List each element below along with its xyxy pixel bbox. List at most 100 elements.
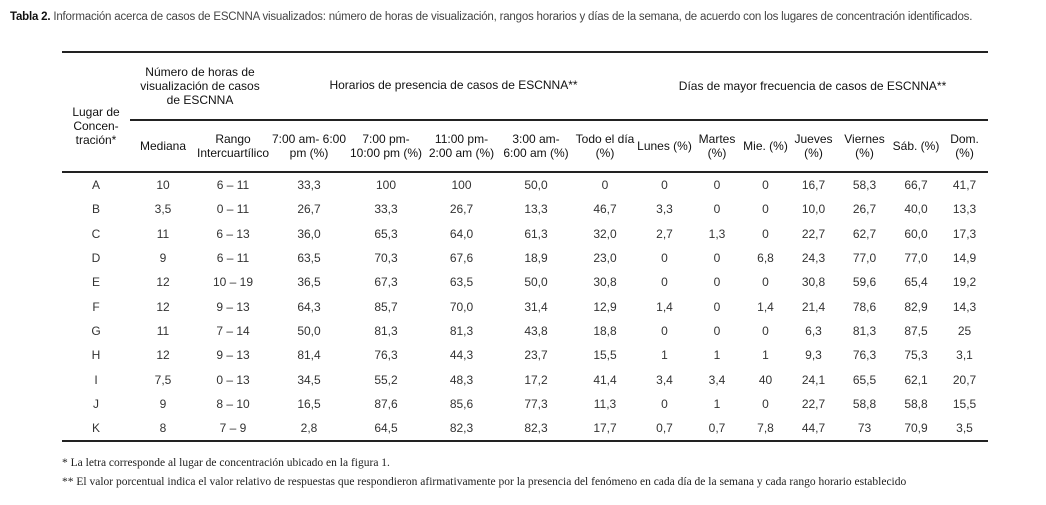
table-cell: 7 – 9 bbox=[196, 415, 270, 443]
table-cell: 10 bbox=[156, 178, 170, 193]
table-cell: 0 bbox=[661, 396, 668, 411]
table-cell: 0 bbox=[713, 323, 721, 338]
table-cell: 76,3 bbox=[374, 348, 398, 363]
table-cell: 67,3 bbox=[374, 275, 398, 290]
table-cell: 40 bbox=[758, 372, 773, 387]
table-cell: 64,5 bbox=[348, 415, 424, 443]
table-cell: 33,3 bbox=[374, 202, 398, 217]
table-cell: 64,3 bbox=[297, 299, 321, 314]
table-cell: 67,6 bbox=[449, 251, 474, 266]
table-cell: 9 – 13 bbox=[216, 348, 250, 363]
table-cell: 0,7 bbox=[637, 415, 692, 443]
table-cell: 3,4 bbox=[708, 372, 726, 387]
row-label: A bbox=[91, 178, 100, 193]
table-cell: 0 bbox=[762, 202, 769, 217]
table-cell: 1 bbox=[762, 348, 769, 363]
table-cell: 32,0 bbox=[593, 226, 617, 241]
table-cell: 0 – 11 bbox=[216, 202, 250, 217]
table-cell: 75,3 bbox=[904, 348, 928, 363]
table-cell: 7 – 14 bbox=[216, 323, 250, 338]
table-cell: 59,6 bbox=[852, 275, 877, 290]
table-cell: 0 bbox=[601, 178, 609, 193]
table-cell: 36,0 bbox=[297, 226, 321, 241]
column-header: Martes (%) bbox=[692, 120, 742, 173]
footnote-2: ** El valor porcentual indica el valor r… bbox=[62, 476, 907, 488]
table-cell: 44,3 bbox=[449, 348, 474, 363]
caption-label: Tabla 2. bbox=[10, 11, 51, 23]
table-cell: 85,7 bbox=[374, 299, 398, 314]
table-cell: 1,4 bbox=[656, 299, 673, 314]
table-cell: 0 bbox=[661, 251, 668, 266]
table-cell: 58,8 bbox=[904, 396, 928, 411]
table-cell: 11 bbox=[156, 226, 170, 241]
table-cell: 48,3 bbox=[449, 372, 474, 387]
table-cell: 0 bbox=[661, 275, 668, 290]
table-cell: 20,7 bbox=[952, 372, 977, 387]
column-header: Todo el día (%) bbox=[573, 120, 637, 173]
footnote-1: * La letra corresponde al lugar de conce… bbox=[62, 457, 390, 469]
table-cell: 26,7 bbox=[852, 202, 877, 217]
data-table: Lugar de Concen-tración* Número de horas… bbox=[62, 51, 989, 443]
column-header: Mediana bbox=[130, 120, 196, 173]
table-cell: 77,0 bbox=[904, 251, 928, 266]
header-group-horas: Número de horas de visualización de caso… bbox=[130, 51, 270, 121]
table-cell: 6,8 bbox=[757, 251, 774, 266]
table-row: I 7,5 0 – 13 34,5 55,2 48,3 17,2 41,4 3,4 3,4 40 24… bbox=[62, 367, 988, 391]
table-cell: 10 – 19 bbox=[212, 275, 254, 290]
table-cell: 11 bbox=[156, 323, 170, 338]
table-row: B 3,5 0 – 11 26,7 33,3 26,7 13,3 46,7 3,3 0 0 10,0 2… bbox=[62, 197, 988, 221]
column-header: Rango Intercuartílico bbox=[196, 120, 270, 173]
table-cell: 62,1 bbox=[904, 372, 928, 387]
table-cell: 25 bbox=[957, 323, 972, 338]
table-cell: 7,8 bbox=[742, 415, 789, 443]
table-cell: 17,2 bbox=[524, 372, 548, 387]
table-cell: 82,3 bbox=[424, 415, 499, 443]
table-cell: 87,6 bbox=[374, 396, 398, 411]
table-cell: 55,2 bbox=[374, 372, 398, 387]
table-cell: 78,6 bbox=[852, 299, 877, 314]
column-header: Viernes (%) bbox=[838, 120, 891, 173]
table-row: J 9 8 – 10 16,5 87,6 85,6 77,3 11,3 0 1 0 22,7 58,8 5… bbox=[62, 392, 988, 416]
table-cell: 8 bbox=[130, 415, 196, 443]
table-cell: 76,3 bbox=[852, 348, 877, 363]
column-header: Dom. (%) bbox=[941, 120, 989, 173]
header-group-horarios: Horarios de presencia de casos de ESCNNA… bbox=[270, 51, 637, 121]
table-cell: 44,7 bbox=[789, 415, 838, 443]
column-header: 11:00 pm- 2:00 am (%) bbox=[424, 120, 499, 173]
table-cell: 0 bbox=[713, 178, 721, 193]
table-cell: 12,9 bbox=[593, 299, 617, 314]
table-cell: 0 bbox=[762, 323, 769, 338]
row-label: J bbox=[93, 396, 99, 411]
table-cell: 7,5 bbox=[154, 372, 172, 387]
table-cell: 9,3 bbox=[805, 348, 822, 363]
table-cell: 17,7 bbox=[573, 415, 637, 443]
table-cell: 100 bbox=[375, 178, 397, 193]
table-cell: 14,9 bbox=[952, 251, 977, 266]
table-cell: 9 bbox=[159, 396, 167, 411]
column-header: Jueves (%) bbox=[789, 120, 838, 173]
table-cell: 0 bbox=[713, 251, 721, 266]
column-header: Sáb. (%) bbox=[891, 120, 941, 173]
table-cell: 63,5 bbox=[449, 275, 474, 290]
column-header: 7:00 am- 6:00 pm (%) bbox=[270, 120, 348, 173]
table-row: C 11 6 – 13 36,0 65,3 64,0 61,3 32,0 2,7 1,3 0 22,7… bbox=[62, 222, 988, 246]
caption-text: Información acerca de casos de ESCNNA vi… bbox=[50, 11, 973, 23]
table-cell: 11,3 bbox=[593, 396, 617, 411]
table-cell: 43,8 bbox=[524, 323, 548, 338]
table-cell: 1,4 bbox=[757, 299, 774, 314]
table-cell: 81,3 bbox=[852, 323, 877, 338]
table-cell: 19,2 bbox=[952, 275, 977, 290]
table-cell: 18,9 bbox=[524, 251, 548, 266]
table-cell: 50,0 bbox=[524, 178, 548, 193]
table-cell: 65,3 bbox=[374, 226, 398, 241]
table-cell: 12 bbox=[156, 299, 170, 314]
row-label: D bbox=[91, 251, 101, 266]
header-group-dias: Días de mayor frecuencia de casos de ESC… bbox=[637, 51, 989, 121]
table-cell: 1 bbox=[713, 348, 721, 363]
table-cell: 13,3 bbox=[952, 202, 977, 217]
table-cell: 65,4 bbox=[904, 275, 928, 290]
table-cell: 0 bbox=[762, 275, 769, 290]
table-cell: 0 – 13 bbox=[216, 372, 250, 387]
table-cell: 30,8 bbox=[801, 275, 826, 290]
